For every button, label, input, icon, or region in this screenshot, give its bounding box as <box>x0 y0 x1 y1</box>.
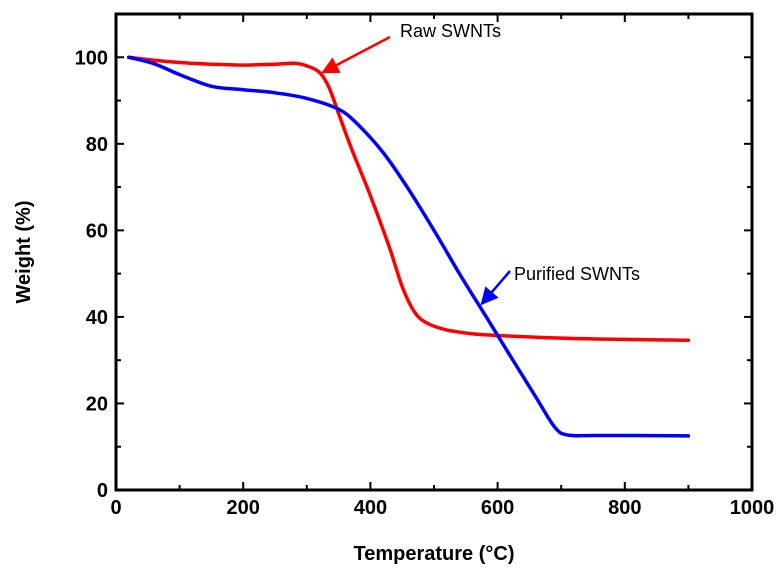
y-tick-label: 100 <box>75 47 108 69</box>
y-tick-label: 60 <box>86 220 108 242</box>
annotation-arrow-raw-swnts <box>321 35 391 74</box>
y-tick-label: 80 <box>86 134 108 156</box>
x-tick-label: 800 <box>608 497 641 519</box>
series-line-purified-swnts <box>126 55 691 438</box>
x-tick-labels: 0 200 400 600 800 1000 <box>110 497 774 519</box>
x-tick-label: 200 <box>227 497 260 519</box>
x-axis-title: Temperature (°C) <box>354 543 515 565</box>
x-tick-label: 1000 <box>730 497 775 519</box>
y-tick-label: 20 <box>86 393 108 415</box>
y-tick-labels: 0 20 40 60 80 100 <box>75 47 108 502</box>
x-tick-label: 0 <box>110 497 121 519</box>
x-tick-label: 400 <box>354 497 387 519</box>
data-series <box>126 55 691 438</box>
axis-ticks <box>115 13 753 491</box>
y-axis-title: Weight (%) <box>13 201 35 304</box>
annotation-label-purified-swnts: Purified SWNTs <box>514 264 640 284</box>
series-line-raw-swnts <box>126 55 691 343</box>
annotations: Raw SWNTs Purified SWNTs <box>321 21 640 306</box>
x-tick-label: 600 <box>481 497 514 519</box>
y-tick-label: 40 <box>86 307 108 329</box>
annotation-arrow-purified-swnts <box>480 270 511 306</box>
annotation-label-raw-swnts: Raw SWNTs <box>400 21 501 41</box>
y-tick-label: 0 <box>97 480 108 502</box>
